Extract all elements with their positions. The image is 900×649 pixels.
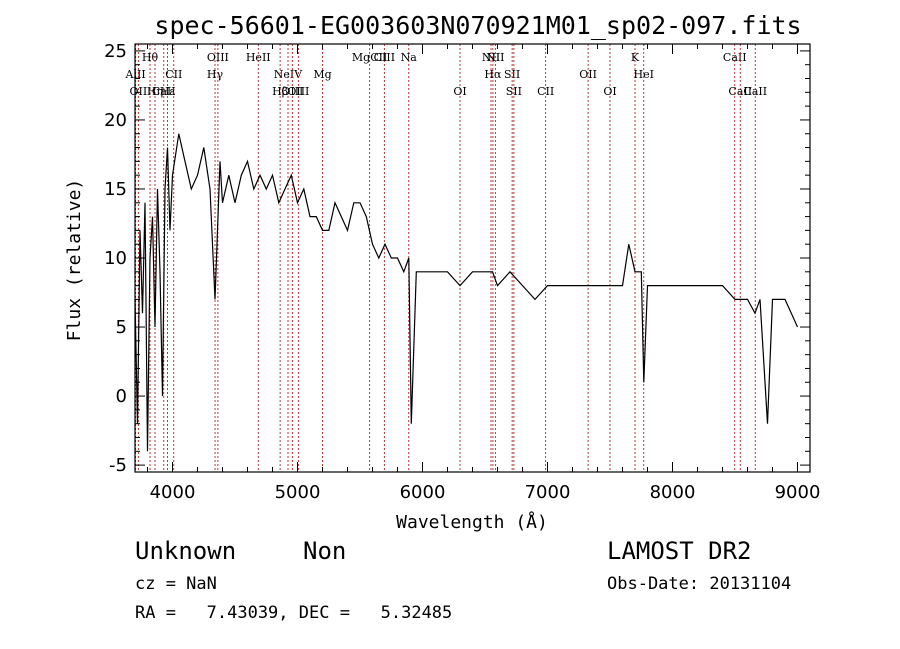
line-marker-label-29: CaII — [723, 51, 747, 64]
line-marker-label-3: Hη — [147, 85, 163, 98]
y-tick-label-3: 10 — [104, 248, 127, 269]
line-marker-label-9: HeII — [246, 51, 271, 64]
line-marker-label-5: Hε — [160, 85, 176, 98]
line-marker-label-20: Hα — [484, 68, 502, 81]
x-tick-label-1: 5000 — [275, 482, 321, 503]
y-tick-label-1: 0 — [116, 386, 127, 407]
line-marker-label-31: CaII — [743, 85, 767, 98]
line-marker-label-1: OII — [130, 85, 148, 98]
line-marker-label-8: OIII — [207, 51, 229, 64]
y-tick-label-0: -5 — [109, 455, 127, 476]
line-marker-label-23: SII — [506, 85, 522, 98]
x-tick-label-3: 7000 — [525, 482, 571, 503]
line-marker-label-6: CII — [165, 68, 182, 81]
line-marker-label-28: HeI — [634, 68, 654, 81]
line-marker-label-17: Na — [401, 51, 418, 64]
line-marker-label-26: OI — [603, 85, 616, 98]
survey-label: LAMOST DR2 — [607, 537, 752, 565]
line-marker-label-7: Hγ — [207, 68, 224, 81]
x-axis: 4000 5000 6000 7000 8000 9000 — [147, 44, 821, 503]
subclass-label: Non — [303, 537, 347, 565]
chart-title: spec-56601-EG003603N070921M01_sp02-097.f… — [154, 11, 801, 40]
line-marker-label-12: OIII — [281, 85, 303, 98]
line-marker-label-13: OIII — [287, 85, 309, 98]
line-marker-label-14: Mg — [313, 68, 331, 81]
line-marker-label-10: Hβ — [272, 85, 288, 98]
y-tick-label-6: 25 — [104, 41, 127, 62]
line-marker-label-16: CIII — [374, 51, 395, 64]
y-tick-label-2: 5 — [116, 317, 127, 338]
x-tick-label-4: 8000 — [650, 482, 696, 503]
y-tick-label-5: 20 — [104, 110, 127, 131]
line-marker-label-2: Hθ — [142, 51, 159, 64]
plot-frame — [134, 43, 811, 473]
line-marker-label-4: CaII — [152, 85, 176, 98]
redshift-text: cz = NaN — [135, 574, 217, 594]
y-axis-label: Flux (relative) — [64, 179, 85, 342]
coordinates-text: RA = 7.43039, DEC = 5.32485 — [135, 603, 453, 623]
x-tick-label-2: 6000 — [400, 482, 446, 503]
spectrum-line — [134, 133, 799, 452]
line-marker-label-30: CaII — [728, 85, 752, 98]
y-tick-label-4: 15 — [104, 179, 127, 200]
x-tick-label-5: 9000 — [775, 482, 821, 503]
line-marker-label-11: NeIV — [274, 68, 303, 81]
line-marker-label-22: SII — [504, 68, 520, 81]
line-marker-label-15: MgCII — [352, 51, 387, 64]
x-axis-label: Wavelength (Å) — [396, 511, 548, 533]
y-axis: -5 0 5 10 15 20 25 — [104, 41, 810, 476]
class-label: Unknown — [135, 537, 237, 565]
line-marker-label-24: CII — [537, 85, 554, 98]
line-marker-label-25: OII — [579, 68, 597, 81]
obs-date-text: Obs-Date: 20131104 — [607, 574, 792, 594]
line-marker-label-21: NII — [486, 51, 504, 64]
line-marker-label-27: K — [631, 51, 640, 64]
x-tick-label-0: 4000 — [150, 482, 196, 503]
line-marker-label-18: OI — [453, 85, 466, 98]
